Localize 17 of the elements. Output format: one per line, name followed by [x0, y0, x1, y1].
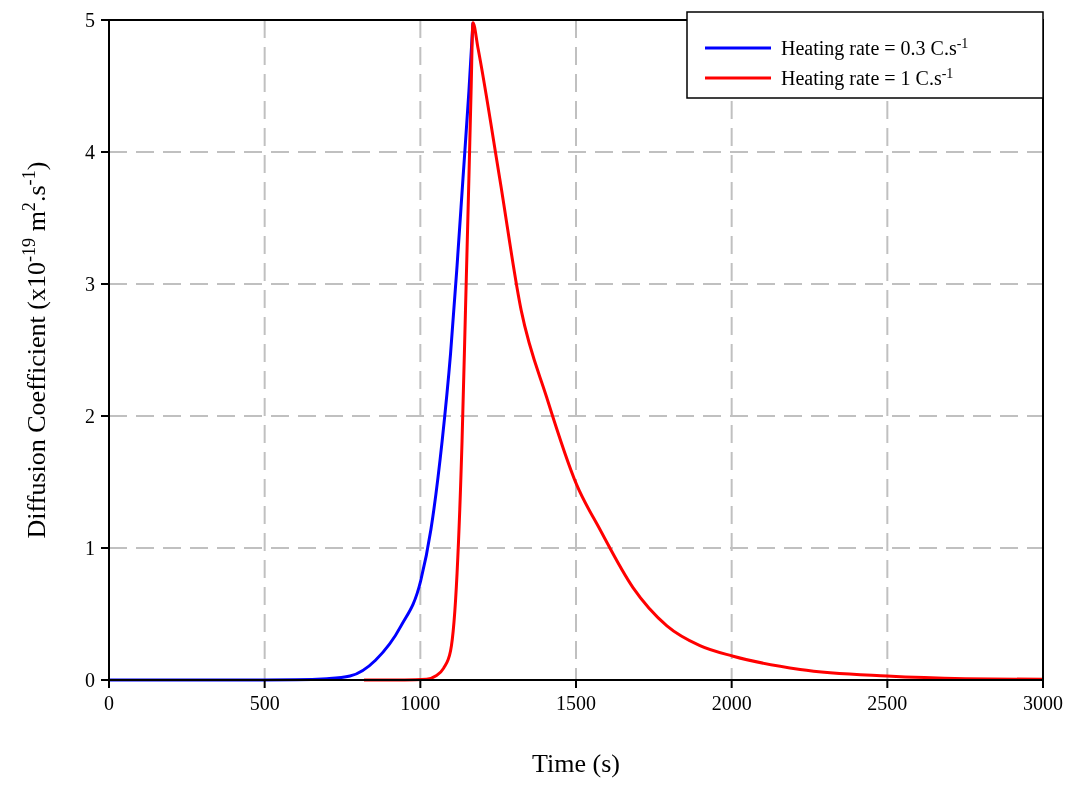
- x-tick-label: 1000: [400, 692, 441, 714]
- line-series: [362, 21, 1045, 682]
- y-tick-label: 3: [85, 273, 95, 295]
- y-tick-label: 0: [85, 669, 95, 691]
- y-tick-label: 1: [85, 537, 95, 559]
- x-axis-title: Time (s): [532, 749, 620, 778]
- legend-label: Heating rate = 1 C.s$^{-1}$: [781, 65, 954, 90]
- y-tick-label: 4: [85, 141, 95, 163]
- x-tick-label: 500: [249, 692, 280, 714]
- y-tick-label: 5: [85, 9, 95, 31]
- x-tick-label: 2500: [867, 692, 908, 714]
- x-tick-label: 2000: [711, 692, 752, 714]
- legend-label: Heating rate = 0.3 C.s$^{-1}$: [781, 35, 969, 60]
- x-tick-label: 0: [104, 692, 114, 714]
- x-tick-label: 1500: [556, 692, 596, 714]
- y-tick-label: 2: [85, 405, 95, 427]
- x-tick-label: 3000: [1023, 692, 1063, 714]
